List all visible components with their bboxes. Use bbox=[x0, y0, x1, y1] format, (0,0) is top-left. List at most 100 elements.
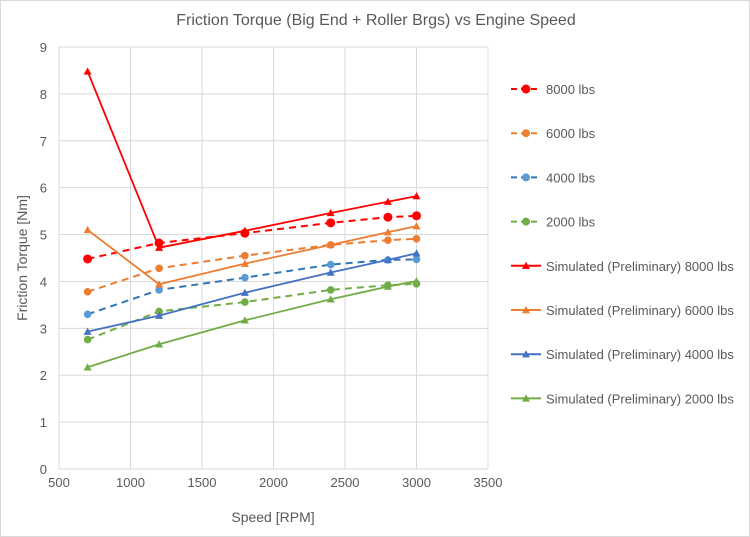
legend-marker bbox=[522, 173, 530, 182]
y-tick-label: 7 bbox=[40, 134, 47, 149]
data-point bbox=[241, 251, 249, 260]
data-point bbox=[383, 282, 392, 290]
data-point bbox=[83, 67, 92, 75]
data-point bbox=[155, 280, 164, 288]
legend-marker bbox=[522, 217, 530, 226]
data-point bbox=[384, 236, 392, 244]
data-point bbox=[412, 222, 421, 230]
y-tick-label: 1 bbox=[40, 415, 47, 430]
data-point bbox=[155, 307, 163, 316]
legend-marker bbox=[522, 261, 530, 269]
data-point bbox=[83, 327, 92, 335]
legend-marker bbox=[522, 394, 530, 402]
data-point bbox=[326, 240, 335, 249]
y-tick-label: 8 bbox=[40, 87, 47, 102]
legend-item: 6000 lbs bbox=[511, 126, 596, 141]
series-simulated-preliminary-8000-lbs bbox=[83, 67, 421, 251]
legend-label: 6000 lbs bbox=[546, 126, 596, 141]
data-point bbox=[412, 249, 421, 257]
y-tick-label: 9 bbox=[40, 40, 47, 55]
data-point bbox=[83, 254, 93, 264]
series-simulated-preliminary-6000-lbs bbox=[83, 222, 421, 288]
y-axis-label: Friction Torque [Nm] bbox=[14, 195, 30, 321]
data-point bbox=[412, 211, 421, 221]
legend-item: Simulated (Preliminary) 2000 lbs bbox=[511, 391, 734, 406]
x-tick-label: 2000 bbox=[259, 475, 288, 490]
series-8000-lbs bbox=[83, 211, 421, 264]
series-line bbox=[86, 71, 417, 249]
y-tick-label: 4 bbox=[40, 274, 47, 289]
x-axis-label: Speed [RPM] bbox=[231, 509, 314, 525]
data-point bbox=[155, 311, 164, 319]
data-point bbox=[155, 340, 164, 348]
x-tick-label: 3500 bbox=[474, 475, 503, 490]
data-point bbox=[83, 363, 92, 371]
y-tick-label: 5 bbox=[40, 228, 47, 243]
series-simulated-preliminary-2000-lbs bbox=[83, 276, 421, 371]
data-point bbox=[383, 255, 392, 264]
legend-item: 8000 lbs bbox=[511, 82, 596, 97]
series-6000-lbs bbox=[83, 234, 421, 296]
legend-item: Simulated (Preliminary) 4000 lbs bbox=[511, 347, 734, 362]
legend-marker bbox=[521, 84, 531, 94]
series-line bbox=[87, 237, 417, 293]
x-tick-label: 1000 bbox=[116, 475, 145, 490]
data-point bbox=[412, 192, 421, 200]
data-point bbox=[155, 243, 164, 251]
legend-label: 4000 lbs bbox=[546, 170, 596, 185]
data-point bbox=[383, 212, 393, 222]
legend-marker bbox=[522, 306, 530, 314]
data-point bbox=[326, 268, 335, 276]
legend-label: 2000 lbs bbox=[546, 215, 596, 230]
data-point bbox=[83, 335, 92, 344]
y-tick-label: 2 bbox=[40, 368, 47, 383]
series-line bbox=[87, 252, 417, 333]
series-simulated-preliminary-4000-lbs bbox=[83, 249, 421, 335]
data-point bbox=[241, 298, 249, 306]
data-point bbox=[155, 264, 163, 273]
legend-marker bbox=[522, 350, 530, 358]
legend-label: 8000 lbs bbox=[546, 82, 596, 97]
data-point bbox=[240, 288, 249, 296]
data-point bbox=[83, 310, 92, 319]
legend-item: 4000 lbs bbox=[511, 170, 596, 185]
legend-label: Simulated (Preliminary) 8000 lbs bbox=[546, 259, 734, 274]
data-point bbox=[326, 295, 335, 303]
data-point bbox=[240, 259, 249, 267]
x-tick-label: 3000 bbox=[402, 475, 431, 490]
y-tick-label: 3 bbox=[40, 321, 47, 336]
data-point bbox=[412, 276, 421, 285]
legend-marker bbox=[522, 129, 530, 138]
legend-label: Simulated (Preliminary) 4000 lbs bbox=[546, 347, 734, 362]
data-point bbox=[326, 286, 335, 294]
chart-title: Friction Torque (Big End + Roller Brgs) … bbox=[176, 12, 575, 29]
y-tick-label: 0 bbox=[40, 462, 47, 477]
legend-label: Simulated (Preliminary) 6000 lbs bbox=[546, 303, 734, 318]
data-point bbox=[326, 208, 335, 217]
series-2000-lbs bbox=[83, 279, 421, 344]
x-tick-label: 2500 bbox=[331, 475, 360, 490]
data-point bbox=[383, 228, 392, 236]
legend-item: 2000 lbs bbox=[511, 215, 596, 230]
data-point bbox=[326, 260, 335, 269]
data-point bbox=[383, 197, 392, 205]
series-line bbox=[87, 225, 417, 286]
series-line bbox=[87, 258, 417, 316]
data-point bbox=[240, 226, 249, 235]
x-tick-label: 500 bbox=[48, 475, 70, 490]
data-point bbox=[326, 218, 336, 228]
data-point bbox=[83, 225, 92, 234]
y-tick-label: 6 bbox=[40, 181, 47, 196]
data-point bbox=[155, 286, 163, 294]
x-tick-label: 1500 bbox=[188, 475, 217, 490]
series-line bbox=[87, 282, 417, 341]
legend-label: Simulated (Preliminary) 2000 lbs bbox=[546, 391, 734, 406]
series-line bbox=[87, 214, 417, 260]
legend-item: Simulated (Preliminary) 6000 lbs bbox=[511, 303, 734, 318]
series-line bbox=[87, 280, 417, 369]
data-point bbox=[412, 234, 421, 243]
legend-item: Simulated (Preliminary) 8000 lbs bbox=[511, 259, 734, 274]
data-point bbox=[412, 255, 421, 264]
